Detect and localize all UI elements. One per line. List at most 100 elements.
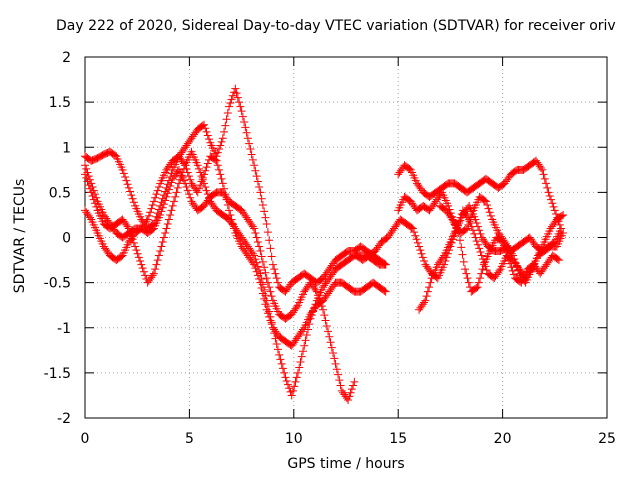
data-point <box>312 287 321 296</box>
data-point <box>503 252 512 261</box>
data-point <box>132 246 141 255</box>
data-point <box>148 271 157 280</box>
data-point <box>334 370 343 379</box>
data-point <box>462 269 471 278</box>
data-point <box>296 358 305 367</box>
data-point <box>549 202 558 211</box>
data-point <box>280 368 289 377</box>
data-point <box>283 380 292 389</box>
data-points <box>81 84 568 404</box>
data-point <box>263 278 272 287</box>
data-point <box>223 108 232 117</box>
data-point <box>183 186 192 195</box>
data-point <box>186 193 195 202</box>
data-point <box>295 363 304 372</box>
data-point <box>157 242 166 251</box>
data-point <box>195 184 204 193</box>
y-tick-label: 1 <box>62 140 71 156</box>
y-tick-label: 0.5 <box>49 185 71 201</box>
data-point <box>123 180 132 189</box>
data-point <box>420 256 429 265</box>
data-point <box>301 336 310 345</box>
data-point <box>257 194 266 203</box>
data-point <box>159 200 168 209</box>
data-point <box>270 265 279 274</box>
data-point <box>485 208 494 217</box>
data-point <box>255 265 264 274</box>
data-point <box>418 253 427 262</box>
data-point <box>422 292 431 301</box>
data-point <box>215 145 224 154</box>
data-point <box>252 233 261 242</box>
data-point <box>231 84 240 93</box>
data-point <box>161 228 170 237</box>
data-point <box>265 283 274 292</box>
data-point <box>201 124 210 133</box>
data-point <box>472 219 481 228</box>
data-point <box>260 207 269 216</box>
data-point <box>157 207 166 216</box>
data-point <box>167 178 176 187</box>
data-point <box>483 201 492 210</box>
x-tick-label: 15 <box>389 431 407 447</box>
data-point <box>319 305 328 314</box>
data-point <box>344 395 353 404</box>
data-point <box>425 283 434 292</box>
data-point <box>154 251 163 260</box>
data-point <box>243 134 252 143</box>
data-point <box>92 193 101 202</box>
data-point <box>557 211 566 220</box>
data-point <box>463 274 472 283</box>
data-point <box>255 182 264 191</box>
data-point <box>202 186 211 195</box>
data-point <box>156 247 165 256</box>
data-point <box>457 243 466 252</box>
data-point <box>550 206 559 215</box>
data-point <box>218 179 227 188</box>
data-point <box>498 238 507 247</box>
data-point <box>163 189 172 198</box>
data-point <box>266 287 275 296</box>
data-point <box>156 210 165 219</box>
data-point <box>253 177 262 186</box>
data-point <box>253 238 262 247</box>
data-point <box>412 235 421 244</box>
data-point <box>278 364 287 373</box>
data-point <box>300 341 309 350</box>
data-point <box>461 265 470 274</box>
data-point <box>290 382 299 391</box>
data-point <box>302 330 311 339</box>
data-point <box>129 198 138 207</box>
data-point <box>128 235 137 244</box>
data-point <box>270 329 279 338</box>
data-point <box>335 376 344 385</box>
data-point <box>292 302 301 311</box>
data-point <box>242 128 251 137</box>
data-point <box>171 192 180 201</box>
data-point <box>122 176 131 185</box>
data-point <box>310 303 319 312</box>
data-point <box>213 148 222 157</box>
data-point <box>250 224 259 233</box>
data-point <box>257 275 266 284</box>
data-point <box>236 102 245 111</box>
x-tick-label: 20 <box>494 431 512 447</box>
data-point <box>306 314 315 323</box>
data-point <box>459 257 468 266</box>
data-point <box>309 307 318 316</box>
data-point <box>253 262 262 271</box>
data-point <box>258 201 267 210</box>
data-point <box>475 226 484 235</box>
data-point <box>276 355 285 364</box>
data-point <box>81 161 89 170</box>
data-point <box>548 199 557 208</box>
data-point <box>426 278 435 287</box>
data-point <box>149 269 158 278</box>
data-point <box>196 181 205 190</box>
data-point <box>458 250 467 259</box>
data-point <box>486 211 495 220</box>
data-point <box>324 327 333 336</box>
data-point <box>134 253 143 262</box>
data-point <box>184 172 193 181</box>
data-point <box>153 256 162 265</box>
